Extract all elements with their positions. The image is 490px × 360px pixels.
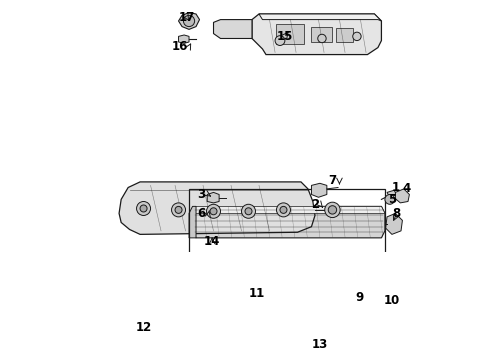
Text: 2: 2 (311, 198, 319, 211)
Text: 10: 10 (384, 294, 400, 307)
Polygon shape (312, 183, 327, 197)
Polygon shape (214, 19, 252, 39)
Bar (189, 189, 385, 262)
Text: 6: 6 (197, 207, 206, 220)
Polygon shape (119, 182, 315, 234)
Polygon shape (350, 294, 368, 314)
Text: 5: 5 (388, 193, 396, 206)
Circle shape (245, 208, 252, 215)
Circle shape (276, 203, 291, 217)
Text: 16: 16 (172, 40, 188, 53)
Polygon shape (304, 333, 331, 354)
Polygon shape (386, 213, 402, 234)
Text: 13: 13 (312, 338, 328, 351)
Circle shape (183, 15, 195, 27)
Text: 9: 9 (355, 291, 363, 304)
Text: 8: 8 (392, 207, 401, 220)
Text: 7: 7 (328, 174, 337, 187)
Polygon shape (193, 206, 385, 213)
Bar (336, 28, 353, 42)
Circle shape (175, 206, 182, 213)
Text: 11: 11 (249, 287, 265, 300)
Text: 1: 1 (392, 181, 399, 194)
Circle shape (318, 34, 326, 43)
Polygon shape (259, 14, 381, 21)
Circle shape (206, 204, 220, 218)
Polygon shape (193, 206, 385, 238)
Text: 12: 12 (135, 321, 152, 334)
Bar (276, 24, 304, 44)
Polygon shape (178, 35, 189, 43)
Polygon shape (395, 189, 410, 203)
Circle shape (328, 206, 337, 214)
Circle shape (275, 36, 285, 45)
Polygon shape (105, 281, 129, 325)
Polygon shape (100, 271, 137, 339)
Circle shape (385, 194, 395, 204)
Circle shape (242, 204, 255, 218)
Circle shape (325, 202, 340, 217)
Polygon shape (387, 190, 397, 197)
Circle shape (172, 203, 186, 217)
Circle shape (353, 32, 361, 41)
Circle shape (369, 308, 380, 319)
Text: 3: 3 (197, 188, 206, 201)
Circle shape (140, 205, 147, 212)
Bar (100, 266, 366, 360)
Bar (312, 27, 332, 42)
Circle shape (210, 208, 217, 215)
Polygon shape (189, 206, 196, 238)
Polygon shape (207, 192, 219, 203)
Polygon shape (128, 274, 346, 283)
Polygon shape (252, 14, 381, 55)
Text: 14: 14 (204, 235, 221, 248)
Text: 15: 15 (277, 30, 293, 43)
Polygon shape (116, 273, 357, 336)
Circle shape (137, 202, 150, 216)
Text: 4: 4 (402, 183, 411, 195)
Circle shape (280, 206, 287, 213)
Polygon shape (196, 294, 252, 327)
Polygon shape (178, 13, 199, 30)
Polygon shape (301, 327, 338, 357)
Circle shape (371, 311, 377, 316)
Text: 17: 17 (179, 11, 195, 24)
